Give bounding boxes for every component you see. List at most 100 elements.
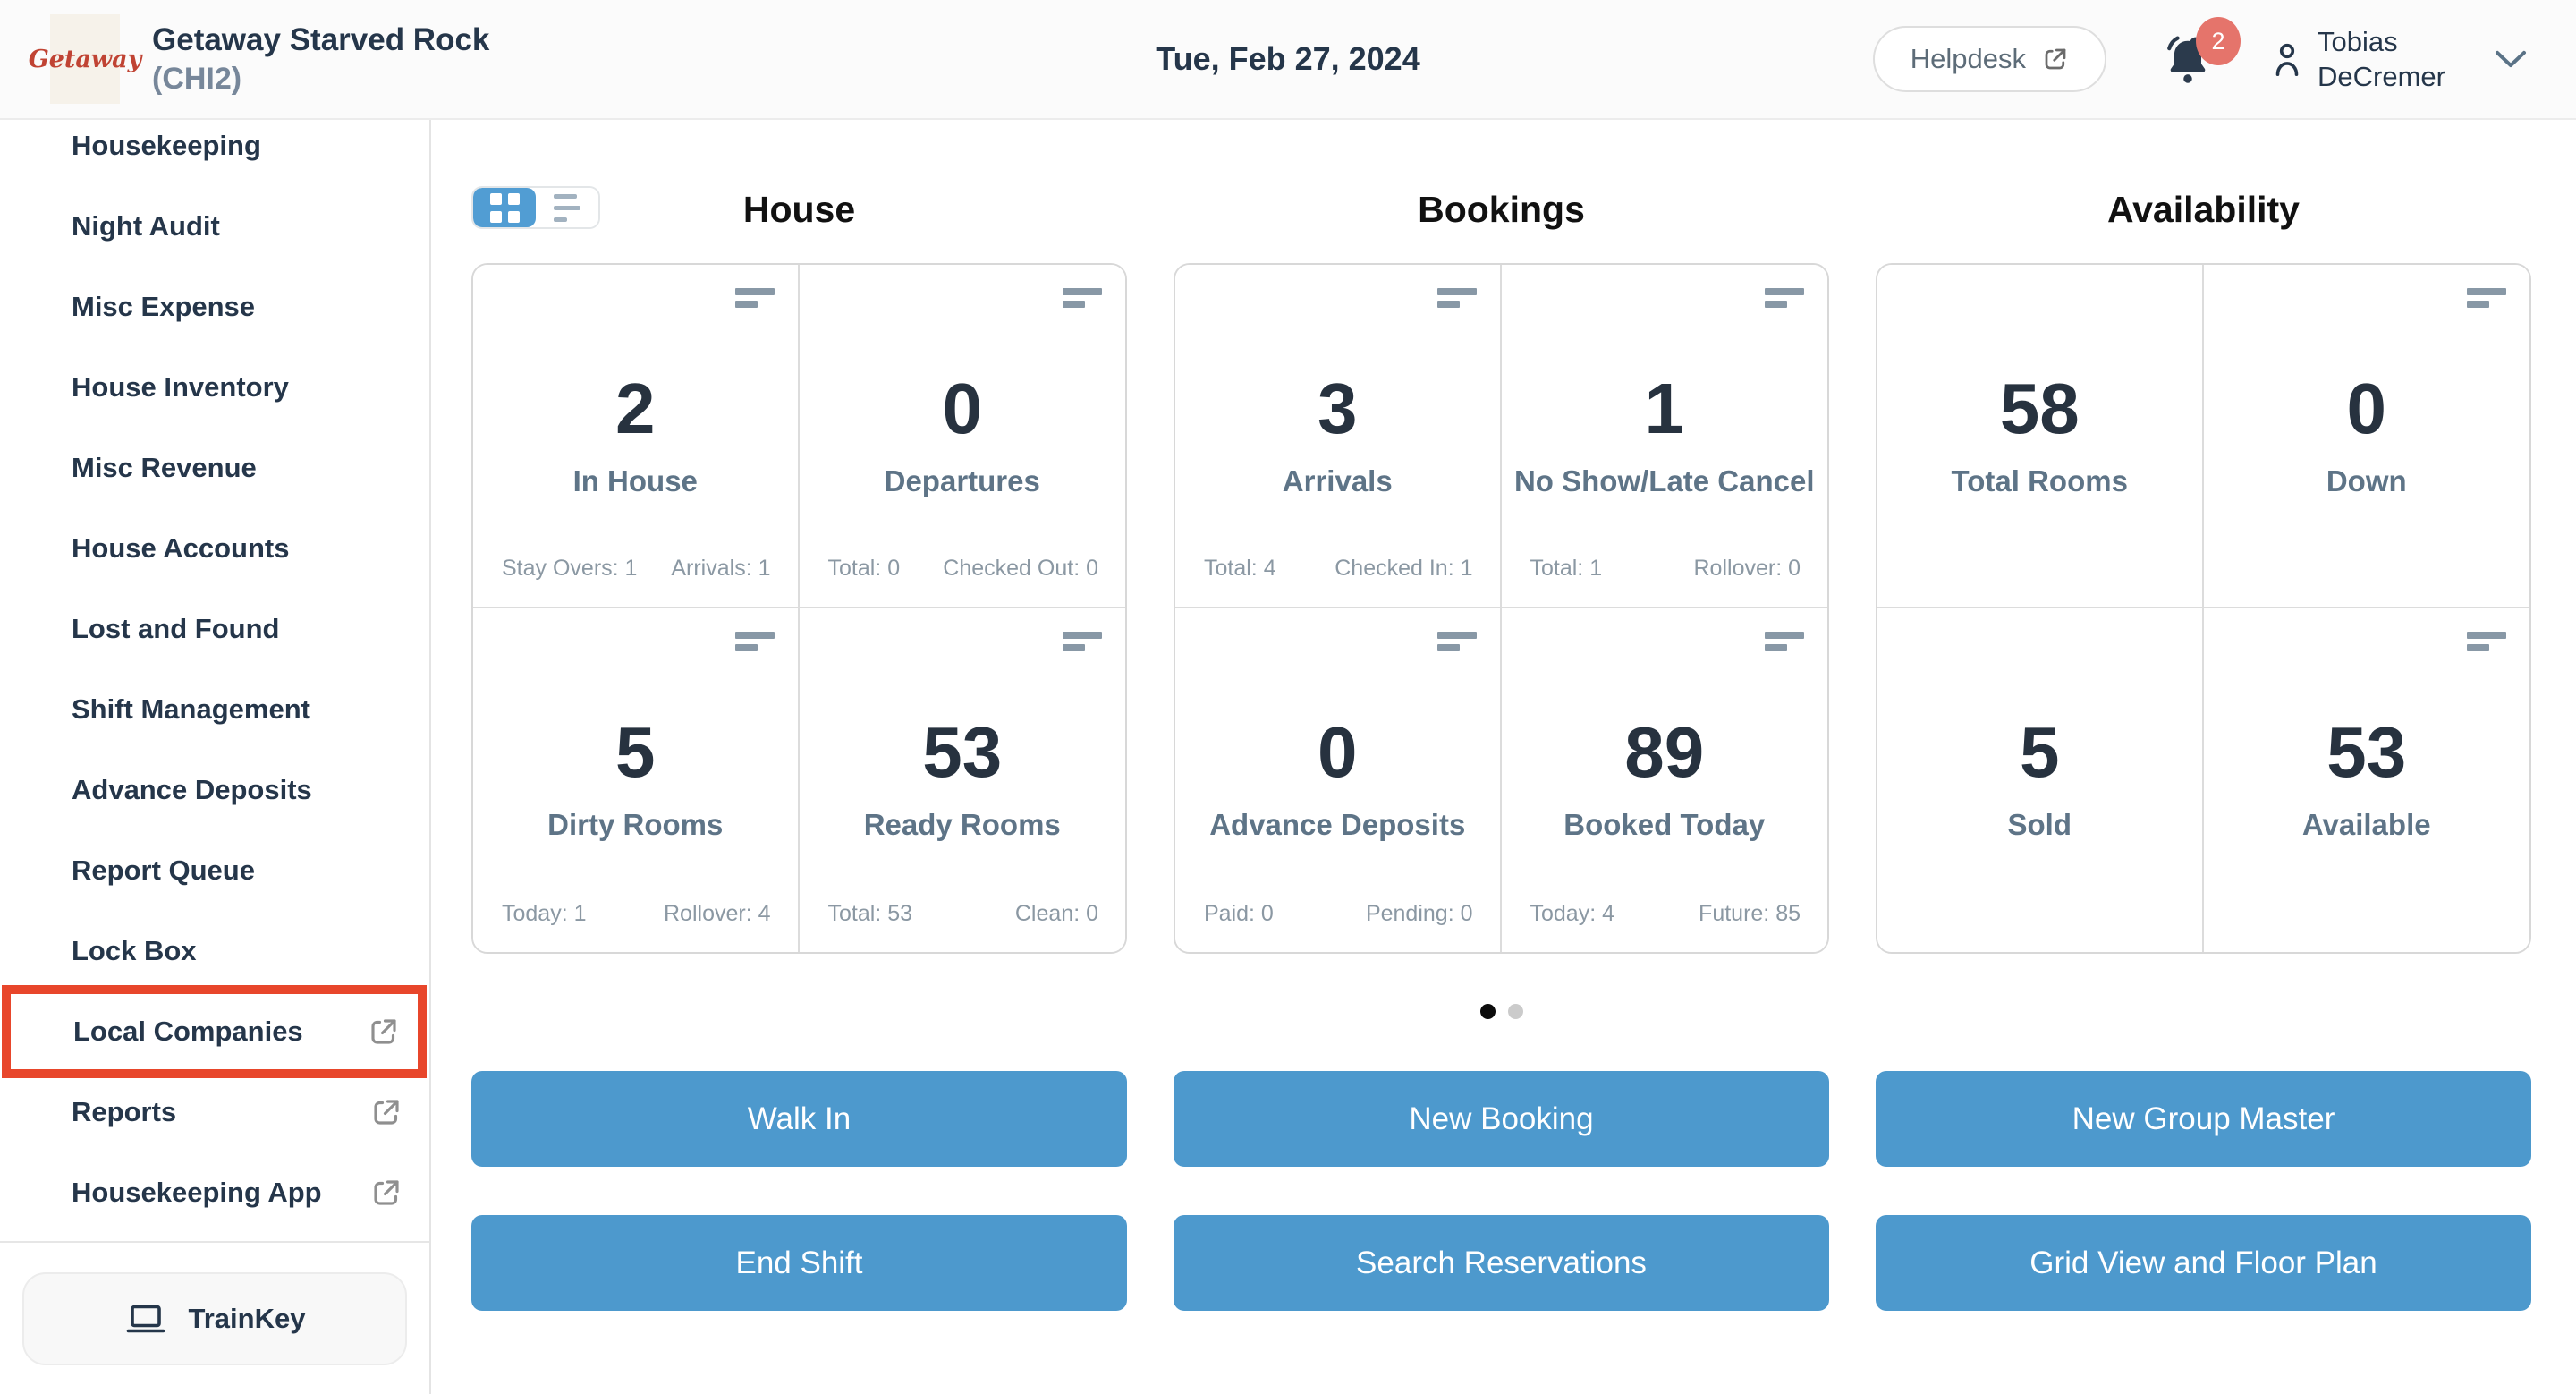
card-value: 0 bbox=[2346, 369, 2387, 448]
card-booked-today[interactable]: 89 Booked Today Today: 4 Future: 85 bbox=[1501, 608, 1827, 952]
sidebar-item-advance-deposits[interactable]: Advance Deposits bbox=[0, 750, 429, 830]
card-stat: Rollover: 4 bbox=[664, 901, 771, 926]
notifications-button[interactable]: 2 bbox=[2162, 17, 2241, 87]
trainkey-button[interactable]: TrainKey bbox=[22, 1271, 407, 1365]
card-label: Total Rooms bbox=[1951, 464, 2128, 497]
section-house: 2 In House Stay Overs: 1 Arrivals: 1 0 Depart… bbox=[471, 263, 1127, 954]
card-label: Advance Deposits bbox=[1209, 808, 1466, 841]
card-stats: Paid: 0 Pending: 0 bbox=[1204, 901, 1473, 927]
logo-text: Getaway bbox=[28, 45, 142, 73]
sidebar-item-misc-revenue[interactable]: Misc Revenue bbox=[0, 428, 429, 508]
sidebar-item-local-companies[interactable]: Local Companies bbox=[2, 985, 427, 1078]
card-value: 0 bbox=[942, 369, 983, 448]
new-group-master-button[interactable]: New Group Master bbox=[1876, 1071, 2531, 1167]
card-stat: Stay Overs: 1 bbox=[502, 556, 638, 581]
card-stats: Total: 0 Checked Out: 0 bbox=[828, 556, 1099, 582]
carousel-dots bbox=[471, 1004, 2531, 1019]
card-no-show-late-cancel[interactable]: 1 No Show/Late Cancel Total: 1 Rollover: 0 bbox=[1501, 265, 1827, 608]
sidebar-item-house-inventory[interactable]: House Inventory bbox=[0, 347, 429, 428]
card-stat: Total: 1 bbox=[1530, 556, 1603, 581]
helpdesk-button[interactable]: Helpdesk bbox=[1872, 26, 2107, 92]
list-view-toggle[interactable] bbox=[536, 188, 598, 227]
user-menu[interactable]: Tobias DeCremer bbox=[2271, 24, 2445, 94]
card-stat: Clean: 0 bbox=[1014, 901, 1098, 926]
sidebar-item-label: Shift Management bbox=[72, 693, 310, 725]
stats-bars-icon bbox=[734, 632, 775, 651]
sidebar-item-label: Lock Box bbox=[72, 935, 197, 966]
external-link-icon bbox=[2042, 46, 2069, 72]
card-label: In House bbox=[572, 464, 698, 497]
grid-view-and-floor-plan-button[interactable]: Grid View and Floor Plan bbox=[1876, 1215, 2531, 1311]
sidebar-item-label: Misc Expense bbox=[72, 291, 256, 322]
card-label: Down bbox=[2326, 464, 2407, 497]
stats-bars-icon bbox=[2467, 288, 2506, 308]
card-advance-deposits[interactable]: 0 Advance Deposits Paid: 0 Pending: 0 bbox=[1175, 608, 1502, 952]
sidebar-item-label: Advance Deposits bbox=[72, 774, 312, 805]
section-headers: House Bookings Availability bbox=[471, 188, 2531, 231]
search-reservations-button[interactable]: Search Reservations bbox=[1174, 1215, 1829, 1311]
sidebar-item-night-audit[interactable]: Night Audit bbox=[0, 186, 429, 267]
sidebar-item-reports[interactable]: Reports bbox=[0, 1072, 429, 1152]
content-row: Housekeeping Night Audit Misc Expense House… bbox=[0, 120, 2576, 1394]
carousel-dot-2[interactable] bbox=[1507, 1004, 1523, 1019]
card-label: Sold bbox=[2007, 808, 2072, 841]
card-stat: Rollover: 0 bbox=[1693, 556, 1801, 581]
property-title: Getaway Starved Rock (CHI2) bbox=[152, 21, 489, 98]
stats-bars-icon bbox=[1765, 632, 1804, 651]
sidebar-item-house-accounts[interactable]: House Accounts bbox=[0, 508, 429, 589]
external-link-icon bbox=[368, 1016, 400, 1048]
card-stats: Total: 1 Rollover: 0 bbox=[1530, 556, 1801, 582]
external-link-icon bbox=[370, 1096, 402, 1128]
section-title-bookings: Bookings bbox=[1418, 189, 1585, 230]
card-dirty-rooms[interactable]: 5 Dirty Rooms Today: 1 Rollover: 4 bbox=[473, 608, 800, 952]
card-sold[interactable]: 5 Sold bbox=[1877, 608, 2204, 952]
sidebar-item-lock-box[interactable]: Lock Box bbox=[0, 911, 429, 991]
sidebar-item-lost-and-found[interactable]: Lost and Found bbox=[0, 589, 429, 669]
getaway-logo[interactable]: Getaway bbox=[29, 14, 141, 104]
dashboard: House Bookings Availability 2 In House Stay … bbox=[431, 120, 2576, 1394]
card-value: 1 bbox=[1644, 369, 1685, 448]
walk-in-button[interactable]: Walk In bbox=[471, 1071, 1127, 1167]
sidebar-footer: TrainKey bbox=[0, 1241, 429, 1394]
carousel-dot-1[interactable] bbox=[1479, 1004, 1496, 1019]
card-down[interactable]: 0 Down bbox=[2203, 265, 2529, 608]
card-value: 5 bbox=[2020, 712, 2060, 792]
card-departures[interactable]: 0 Departures Total: 0 Checked Out: 0 bbox=[799, 265, 1125, 608]
card-available[interactable]: 53 Available bbox=[2203, 608, 2529, 952]
sidebar-item-label: Misc Revenue bbox=[72, 452, 257, 483]
stats-bars-icon bbox=[1436, 288, 1477, 308]
card-stats: Total: 4 Checked In: 1 bbox=[1204, 556, 1473, 582]
property-name: Getaway Starved Rock bbox=[152, 22, 490, 57]
card-value: 5 bbox=[615, 712, 656, 792]
sidebar-item-housekeeping[interactable]: Housekeeping bbox=[0, 120, 429, 186]
grid-view-toggle[interactable] bbox=[473, 188, 536, 227]
card-label: Arrivals bbox=[1282, 464, 1393, 497]
view-toggle bbox=[471, 186, 600, 229]
sidebar-item-label: House Inventory bbox=[72, 371, 289, 403]
end-shift-button[interactable]: End Shift bbox=[471, 1215, 1127, 1311]
sidebar-item-shift-management[interactable]: Shift Management bbox=[0, 669, 429, 750]
action-buttons: Walk In New Booking New Group Master End Sh… bbox=[471, 1071, 2531, 1311]
top-bar: Getaway Getaway Starved Rock (CHI2) Tue,… bbox=[0, 0, 2576, 120]
sidebar-item-label: Night Audit bbox=[72, 210, 220, 242]
sidebar: Housekeeping Night Audit Misc Expense House… bbox=[0, 120, 431, 1394]
card-stats: Today: 4 Future: 85 bbox=[1530, 901, 1801, 927]
sidebar-item-report-queue[interactable]: Report Queue bbox=[0, 830, 429, 911]
section-availability: 58 Total Rooms 0 Down 5 Sold 53 Available bbox=[1876, 263, 2531, 954]
card-in-house[interactable]: 2 In House Stay Overs: 1 Arrivals: 1 bbox=[473, 265, 800, 608]
card-total-rooms[interactable]: 58 Total Rooms bbox=[1877, 265, 2204, 608]
card-arrivals[interactable]: 3 Arrivals Total: 4 Checked In: 1 bbox=[1175, 265, 1502, 608]
sidebar-item-misc-expense[interactable]: Misc Expense bbox=[0, 267, 429, 347]
sidebar-item-housekeeping-app[interactable]: Housekeeping App bbox=[0, 1152, 429, 1233]
user-last-name: DeCremer bbox=[2318, 61, 2445, 92]
stats-bars-icon bbox=[1436, 632, 1477, 651]
person-icon bbox=[2271, 39, 2303, 79]
new-booking-button[interactable]: New Booking bbox=[1174, 1071, 1829, 1167]
card-value: 3 bbox=[1318, 369, 1358, 448]
user-menu-toggle[interactable] bbox=[2492, 49, 2529, 69]
current-date: Tue, Feb 27, 2024 bbox=[1156, 40, 1420, 77]
card-ready-rooms[interactable]: 53 Ready Rooms Total: 53 Clean: 0 bbox=[799, 608, 1125, 952]
sidebar-item-label: Lost and Found bbox=[72, 613, 280, 644]
stat-sections: 2 In House Stay Overs: 1 Arrivals: 1 0 Depart… bbox=[471, 263, 2531, 954]
stats-bars-icon bbox=[1063, 288, 1102, 308]
